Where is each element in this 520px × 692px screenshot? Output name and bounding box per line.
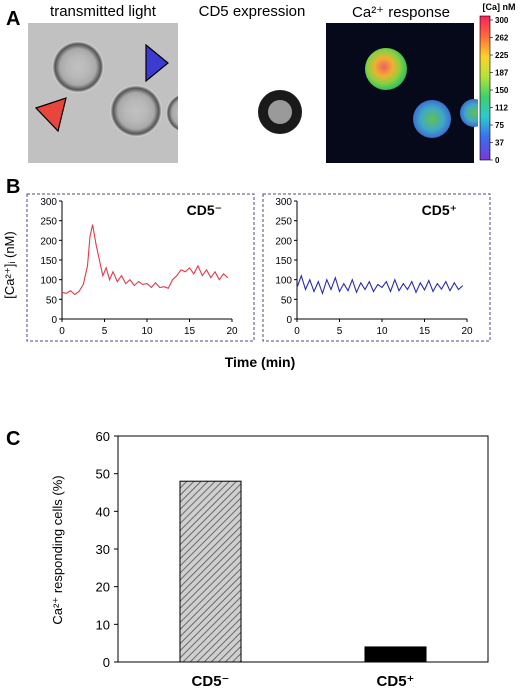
- scale-tick-label: 300: [495, 16, 509, 25]
- y-tick-label: 200: [40, 236, 57, 247]
- y-tick-label: 10: [96, 617, 110, 632]
- panel-c-chart: Ca²⁺ responding cells (%) 0 10 20 30 40 50 60 C…: [50, 429, 489, 690]
- panel-c-ylabel: Ca²⁺ responding cells (%): [50, 475, 65, 624]
- scale-tick-label: 150: [495, 86, 509, 95]
- y-tick-label: 20: [96, 580, 110, 595]
- panel-b-ylabel: [Ca²⁺]ᵢ (nM): [2, 231, 17, 298]
- panel-a-images: [28, 23, 478, 163]
- trace-label: CD5⁺: [422, 202, 457, 218]
- cd5-positive-trace-chart: 0 50 100 150 200 250 300 0 5 10 15 20 CD5⁺: [275, 197, 473, 337]
- scale-tick-label: 112: [495, 104, 508, 113]
- scale-tick-label: 262: [495, 34, 509, 43]
- panel-b-left-frame: [26, 193, 255, 342]
- x-tick-label: 0: [294, 326, 300, 337]
- x-tick-label: 5: [102, 326, 108, 337]
- x-tick-label: 10: [376, 326, 388, 337]
- x-tick-label: 0: [59, 326, 65, 337]
- red-arrow-icon: [34, 97, 67, 133]
- color-scale: 300 262 225 187 150 112 75 37 0: [479, 15, 509, 165]
- x-tick-label: 15: [184, 326, 196, 337]
- plot-frame: [117, 435, 489, 663]
- x-tick-label: 15: [419, 326, 431, 337]
- cd5-expression-image: [178, 23, 326, 163]
- x-tick-label: 20: [226, 326, 238, 337]
- y-tick-label: 60: [96, 429, 110, 444]
- cd5-negative-trace-chart: 0 50 100 150 200 250 300 0 5 10 15 20 CD5⁻: [40, 197, 238, 337]
- trace-line: [296, 273, 464, 296]
- y-tick-label: 0: [51, 315, 57, 326]
- y-tick-label: 300: [40, 197, 57, 208]
- panel-b-xlabel: Time (min): [224, 354, 296, 370]
- panel-c-letter: C: [6, 428, 21, 450]
- trace-line: [61, 224, 229, 296]
- responding-cell: [365, 48, 407, 90]
- scale-title: [Ca] nM: [482, 2, 516, 12]
- cd5-expression-title: CD5 expression: [198, 3, 306, 20]
- y-tick-label: 30: [96, 542, 110, 557]
- scale-tick-label: 37: [495, 139, 504, 148]
- panel-a-letter: A: [6, 8, 21, 30]
- y-tick-label: 150: [275, 256, 292, 267]
- panel-b-letter: B: [6, 176, 21, 198]
- bar: [364, 646, 427, 663]
- bar: [179, 480, 242, 663]
- y-tick-label: 50: [281, 295, 293, 306]
- ca-response-image: [326, 23, 478, 163]
- x-tick-label: 5: [337, 326, 343, 337]
- non-responding-cell: [413, 100, 451, 138]
- x-tick-label: 10: [141, 326, 153, 337]
- y-tick-label: 200: [275, 236, 292, 247]
- ca-response-title: Ca²⁺ response: [352, 4, 450, 21]
- y-tick-label: 300: [275, 197, 292, 208]
- category-label: CD5⁻: [192, 673, 230, 690]
- trace-label: CD5⁻: [187, 202, 222, 218]
- y-tick-label: 100: [275, 276, 292, 287]
- transmitted-light-title: transmitted light: [50, 3, 156, 20]
- category-label: CD5⁺: [377, 673, 415, 690]
- scale-tick-label: 75: [495, 121, 504, 130]
- scale-tick-label: 0: [495, 156, 500, 165]
- y-tick-label: 50: [46, 295, 58, 306]
- x-tick-label: 20: [461, 326, 473, 337]
- scale-tick-label: 187: [495, 69, 509, 78]
- y-tick-label: 100: [40, 276, 57, 287]
- y-tick-label: 50: [96, 467, 110, 482]
- panel-b-right-frame: [262, 193, 491, 342]
- y-tick-label: 0: [103, 655, 110, 670]
- y-tick-label: 40: [96, 504, 110, 519]
- scale-tick-label: 225: [495, 51, 509, 60]
- y-tick-label: 150: [40, 256, 57, 267]
- blue-arrow-icon: [145, 43, 169, 83]
- y-tick-label: 250: [275, 217, 292, 228]
- y-tick-label: 250: [40, 217, 57, 228]
- y-tick-label: 0: [286, 315, 292, 326]
